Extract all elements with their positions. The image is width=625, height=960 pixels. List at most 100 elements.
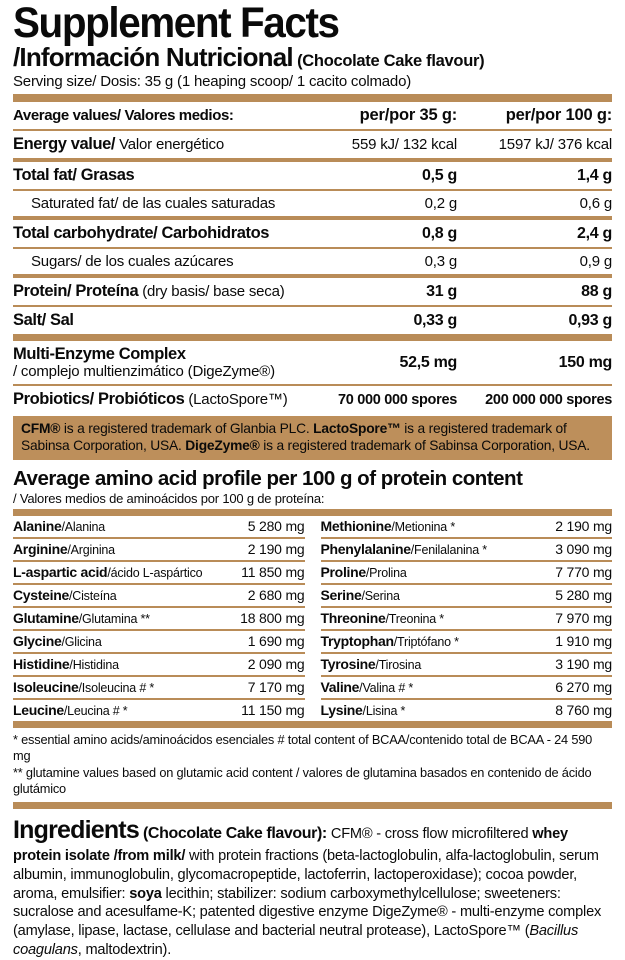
- value-per100: 2,4 g: [577, 224, 612, 242]
- row-label-rest: / complejo multienzimático (DigeZyme®): [13, 362, 275, 380]
- divider-thin: [13, 129, 612, 132]
- amino-value: 11 850 mg: [241, 563, 305, 580]
- trademark-note: CFM® is a registered trademark of Glanbi…: [13, 416, 612, 461]
- value-per100: 0,6 g: [579, 195, 613, 213]
- amino-row: Tryptophan/Triptófano * 1 910 mg: [320, 631, 612, 654]
- row-label: Multi-Enzyme Complex / complejo multienz…: [13, 345, 302, 380]
- value-per100: 0,9 g: [579, 253, 613, 271]
- footnote-line-2: ** glutamine values based on glutamic ac…: [13, 764, 592, 797]
- amino-table: Alanine/Alanina 5 280 mg Arginine/Arginin…: [13, 516, 612, 721]
- amino-row: Proline/Prolina 7 770 mg: [320, 562, 612, 585]
- amino-value: 2 090 mg: [247, 655, 305, 672]
- amino-section: Average amino acid profile per 100 g of …: [13, 467, 612, 810]
- trademark-text: is a registered trademark of Sabinsa Cor…: [259, 438, 590, 454]
- subtitle-text: /Información Nutricional: [13, 41, 294, 72]
- amino-value: 7 170 mg: [247, 678, 305, 695]
- amino-name-es: /Leucina # *: [63, 703, 128, 718]
- amino-row: Phenylalanine/Fenilalanina * 3 090 mg: [320, 539, 612, 562]
- amino-value: 7 970 mg: [555, 609, 612, 626]
- footnote-line-1: * essential amino acids/aminoácidos esen…: [13, 731, 593, 764]
- value-per100: 150 mg: [558, 353, 613, 371]
- amino-name: Proline: [320, 563, 367, 580]
- amino-name: Valine: [320, 678, 360, 695]
- amino-name-es: /Valina # *: [359, 680, 414, 695]
- amino-row: Histidine/Histidina 2 090 mg: [13, 654, 305, 677]
- amino-value: 1 690 mg: [247, 632, 305, 649]
- ingredients-title: Ingredients: [13, 816, 140, 845]
- divider-medium: [13, 274, 612, 279]
- amino-row: Lysine/Lisina * 8 760 mg: [321, 700, 613, 721]
- amino-value: 2 190 mg: [555, 517, 612, 534]
- divider-thin: [13, 305, 612, 308]
- ingredients-text: CFM® - cross flow microfiltered: [330, 826, 533, 843]
- amino-name: L-aspartic acid: [13, 563, 108, 580]
- table-row-salt: Salt/ Sal 0,33 g 0,93 g: [13, 307, 612, 334]
- row-label: Protein/ Proteína (dry basis/ base seca): [13, 282, 302, 301]
- amino-row: Tyrosine/Tirosina 3 190 mg: [320, 654, 612, 677]
- amino-name: Arginine: [13, 540, 68, 557]
- trademark-text: is a registered trademark of Sabinsa Cor…: [21, 421, 567, 454]
- table-row-carbohydrate: Total carbohydrate/ Carbohidratos 0,8 g …: [13, 220, 612, 247]
- amino-name: Alanine: [13, 517, 62, 534]
- value-per35: 0,3 g: [424, 253, 458, 271]
- amino-name: Cysteine: [13, 586, 69, 603]
- divider-medium: [13, 158, 612, 163]
- amino-name: Methionine: [320, 517, 392, 534]
- table-row-fat: Total fat/ Grasas 0,5 g 1,4 g: [13, 162, 612, 189]
- amino-name-es: /Prolina: [365, 565, 407, 580]
- table-row-saturated-fat: Saturated fat/ de las cuales saturadas 0…: [13, 191, 612, 216]
- amino-name: Histidine: [13, 655, 70, 672]
- amino-column-right: Methionine/Metionina * 2 190 mg Phenylala…: [320, 516, 613, 721]
- amino-value: 7 770 mg: [555, 563, 612, 580]
- amino-value: 2 680 mg: [247, 586, 305, 603]
- amino-name-es: /Serina: [361, 588, 400, 603]
- table-row-protein: Protein/ Proteína (dry basis/ base seca)…: [13, 278, 612, 305]
- amino-row: Arginine/Arginina 2 190 mg: [13, 539, 305, 562]
- amino-row: Alanine/Alanina 5 280 mg: [13, 516, 305, 539]
- value-per35: 0,8 g: [422, 224, 457, 242]
- row-label: Total carbohydrate/ Carbohidratos: [13, 224, 302, 243]
- row-label-rest: Valor energético: [115, 136, 224, 154]
- row-label: Total fat/ Grasas: [13, 166, 302, 185]
- amino-name: Phenylalanine: [320, 540, 412, 557]
- divider-thick: [13, 94, 612, 103]
- table-row-probiotics: Probiotics/ Probióticos (LactoSpore™) 70…: [13, 386, 612, 413]
- row-label-bold: Multi-Enzyme Complex: [13, 345, 186, 364]
- value-per35: 52,5 mg: [399, 353, 458, 371]
- value-per35: 70 000 000 spores: [337, 391, 457, 408]
- amino-value: 2 190 mg: [247, 540, 305, 557]
- amino-value: 1 910 mg: [555, 632, 612, 649]
- row-label: Salt/ Sal: [13, 311, 302, 330]
- row-label: Saturated fat/ de las cuales saturadas: [31, 195, 276, 213]
- row-label: Sugars/ de los cuales azúcares: [31, 253, 234, 271]
- value-per100: 200 000 000 spores: [485, 391, 612, 408]
- divider-thick: [13, 508, 612, 516]
- divider-thick: [13, 334, 612, 342]
- amino-row: Glycine/Glicina 1 690 mg: [13, 631, 305, 654]
- value-per35: 31 g: [426, 282, 457, 300]
- value-per35: 0,5 g: [422, 166, 457, 184]
- amino-name: Leucine: [13, 701, 64, 718]
- amino-name: Tryptophan: [320, 632, 395, 649]
- amino-name: Lysine: [320, 701, 363, 718]
- row-label-rest: (LactoSpore™): [184, 391, 288, 409]
- column-per35: per/por 35 g:: [359, 106, 458, 125]
- amino-value: 5 280 mg: [555, 586, 612, 603]
- amino-name-es: /Cisteína: [68, 588, 117, 603]
- amino-title: Average amino acid profile per 100 g of …: [13, 467, 523, 491]
- row-label-bold: Total fat/ Grasas: [13, 166, 135, 185]
- amino-row: Threonine/Treonina * 7 970 mg: [320, 608, 612, 631]
- divider-thin: [13, 189, 612, 192]
- amino-name-es: /Triptófano *: [393, 634, 459, 649]
- amino-name-es: /Fenilalanina *: [410, 542, 487, 557]
- amino-name: Isoleucine: [13, 678, 79, 695]
- value-per100: 1,4 g: [577, 166, 612, 184]
- amino-name-es: /Isoleucina # *: [78, 680, 155, 695]
- serving-size: Serving size/ Dosis: 35 g (1 heaping sco…: [13, 73, 412, 91]
- amino-name: Tyrosine: [320, 655, 376, 672]
- amino-row: Glutamine/Glutamina ** 18 800 mg: [13, 608, 305, 631]
- amino-value: 11 150 mg: [241, 701, 305, 718]
- divider-thick: [13, 720, 612, 728]
- amino-name: Glycine: [13, 632, 62, 649]
- row-label: Energy value/ Valor energético: [13, 135, 302, 154]
